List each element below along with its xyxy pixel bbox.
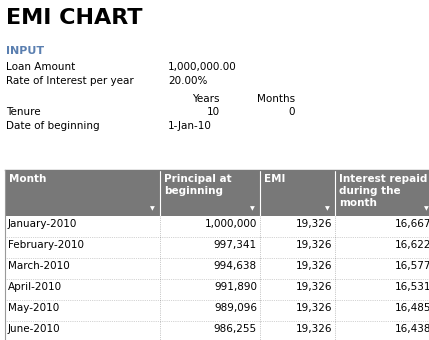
Text: ▼: ▼ — [325, 206, 330, 211]
Text: ▼: ▼ — [250, 206, 255, 211]
Text: May-2010: May-2010 — [8, 303, 59, 313]
Text: 16,622: 16,622 — [395, 240, 429, 250]
Text: 989,096: 989,096 — [214, 303, 257, 313]
Text: 19,326: 19,326 — [296, 219, 332, 229]
Text: Rate of Interest per year: Rate of Interest per year — [6, 76, 134, 86]
Text: 16,577: 16,577 — [395, 261, 429, 271]
Text: Interest repaid
during the
month: Interest repaid during the month — [339, 174, 427, 208]
Text: 19,326: 19,326 — [296, 303, 332, 313]
Text: INPUT: INPUT — [6, 46, 44, 56]
Text: ▼: ▼ — [424, 206, 429, 211]
Text: 19,326: 19,326 — [296, 282, 332, 292]
Text: 16,438: 16,438 — [395, 324, 429, 334]
Text: 1,000,000.00: 1,000,000.00 — [168, 62, 237, 72]
Text: 16,485: 16,485 — [395, 303, 429, 313]
Text: 997,341: 997,341 — [214, 240, 257, 250]
Text: 0: 0 — [288, 107, 295, 117]
Text: EMI: EMI — [264, 174, 285, 184]
Text: 16,531: 16,531 — [395, 282, 429, 292]
Text: February-2010: February-2010 — [8, 240, 84, 250]
Text: March-2010: March-2010 — [8, 261, 70, 271]
Text: 986,255: 986,255 — [214, 324, 257, 334]
Text: Month: Month — [9, 174, 46, 184]
Text: EMI CHART: EMI CHART — [6, 8, 142, 28]
Text: Loan Amount: Loan Amount — [6, 62, 75, 72]
Text: 19,326: 19,326 — [296, 240, 332, 250]
Text: June-2010: June-2010 — [8, 324, 60, 334]
Text: January-2010: January-2010 — [8, 219, 77, 229]
Text: Principal at
beginning: Principal at beginning — [164, 174, 232, 196]
Text: 20.00%: 20.00% — [168, 76, 207, 86]
Text: 10: 10 — [207, 107, 220, 117]
Text: Tenure: Tenure — [6, 107, 41, 117]
Text: 991,890: 991,890 — [214, 282, 257, 292]
Bar — [5, 170, 429, 216]
Text: Years: Years — [193, 94, 220, 104]
Text: 19,326: 19,326 — [296, 324, 332, 334]
Text: 994,638: 994,638 — [214, 261, 257, 271]
Text: Months: Months — [257, 94, 295, 104]
Text: 1,000,000: 1,000,000 — [205, 219, 257, 229]
Text: Date of beginning: Date of beginning — [6, 121, 100, 131]
Text: 1-Jan-10: 1-Jan-10 — [168, 121, 212, 131]
Text: April-2010: April-2010 — [8, 282, 62, 292]
Text: ▼: ▼ — [150, 206, 155, 211]
Text: 16,667: 16,667 — [395, 219, 429, 229]
Text: 19,326: 19,326 — [296, 261, 332, 271]
